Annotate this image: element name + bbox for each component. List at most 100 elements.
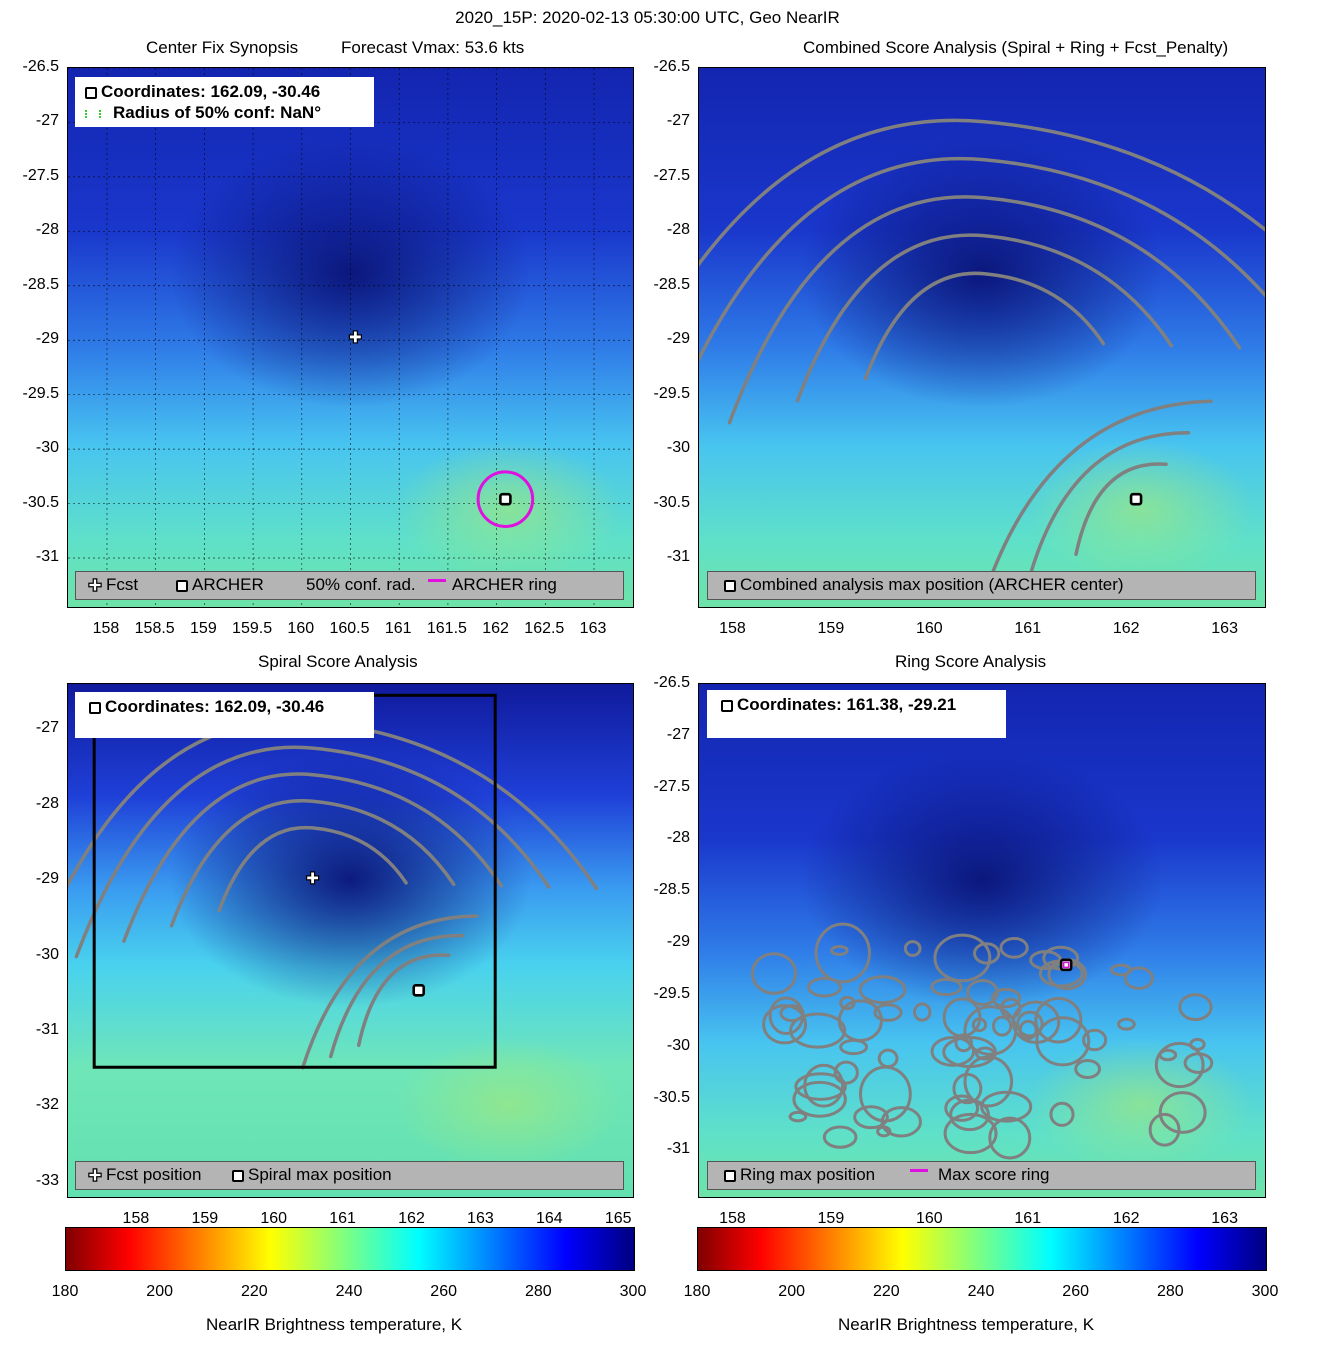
magenta-line-icon (428, 579, 446, 583)
y-tick-label: -30.5 (653, 493, 690, 511)
colorbar-right (697, 1227, 1267, 1271)
colorbar-fill (698, 1228, 1266, 1270)
panel1-radius: Radius of 50% conf: NaN° (113, 103, 321, 122)
colorbar-tick-label: 240 (967, 1283, 995, 1300)
spiral-max-marker (412, 983, 426, 997)
legend-ring-max: Ring max position (740, 1165, 876, 1184)
ring-contour (942, 997, 982, 1038)
ring-contour (803, 1063, 845, 1108)
ring-contour (1034, 996, 1083, 1044)
colorbar-tick-label: 280 (524, 1283, 552, 1300)
ring-contour (877, 1048, 899, 1069)
x-tick-label: 161 (384, 620, 412, 637)
legend-archer: ARCHER (192, 575, 264, 594)
x-tick-label: 160.5 (329, 620, 370, 637)
colorbar-tick-label: 220 (872, 1283, 900, 1300)
y-tick-label: -26.5 (22, 58, 59, 75)
ring-contour (788, 1110, 808, 1123)
y-tick-label: -26.5 (653, 58, 690, 75)
y-tick-label: -28 (35, 221, 59, 239)
ring-contour (912, 1002, 932, 1022)
colorbar-gradient (698, 1228, 1266, 1270)
x-tick-label: 160 (287, 620, 315, 637)
x-tick-label: 161 (1014, 1210, 1042, 1227)
score-contour (984, 399, 1213, 592)
ring-contour (839, 1038, 869, 1056)
ring-contour (988, 1116, 1032, 1160)
x-tick-label: 160 (915, 620, 943, 637)
ring-contour (943, 1112, 998, 1155)
spiral-score-svg (68, 684, 633, 1197)
plus-icon (88, 1168, 102, 1182)
archer-marker (499, 492, 512, 506)
panel3-coordinates: Coordinates: 162.09, -30.46 (105, 697, 325, 716)
ring-contour (792, 1080, 847, 1118)
dashed-green-icon (85, 109, 101, 118)
archer-ring (476, 470, 535, 528)
y-tick-label: -27 (666, 725, 690, 743)
x-tick-label: 160 (260, 1210, 288, 1227)
max-marker (1129, 492, 1143, 506)
colorbar-tick-label: 180 (683, 1283, 711, 1300)
x-tick-label: 164 (535, 1210, 563, 1227)
y-tick-label: -29.5 (22, 384, 59, 402)
x-tick-label: 158.5 (134, 620, 175, 637)
x-tick-label: 163 (579, 620, 607, 637)
legend-archer-ring: ARCHER ring (452, 575, 557, 594)
y-tick-label: -28.5 (653, 881, 690, 899)
legend-fcst: Fcst (106, 575, 139, 594)
ring-contour (990, 987, 1022, 1009)
y-tick-label: -30 (666, 1036, 690, 1054)
x-tick-label: 159.5 (232, 620, 273, 637)
spiral-score-cold-core (169, 750, 532, 1008)
colorbar-tick-label: 260 (1062, 1283, 1090, 1300)
colorbar-tick-label: 220 (240, 1283, 268, 1300)
y-tick-label: -28 (35, 794, 59, 812)
x-tick-label: 161.5 (426, 620, 467, 637)
ring-contour (1074, 1058, 1102, 1079)
ring-contour (839, 995, 856, 1011)
x-tick-label: 162 (1112, 1210, 1140, 1227)
y-tick-label: -28 (666, 221, 690, 239)
y-tick-label: -26.5 (653, 674, 690, 691)
ring-contour (822, 1125, 858, 1149)
center-fix-warm-patch (395, 439, 622, 581)
y-tick-label: -33 (35, 1171, 59, 1189)
colorbar-right-label: NearIR Brightness temperature, K (838, 1315, 1095, 1334)
x-tick-label: 163 (467, 1210, 494, 1227)
x-tick-label: 158 (719, 620, 746, 637)
score-contour (699, 156, 1265, 363)
panel1-title: Center Fix Synopsis (146, 38, 299, 57)
spiral-score-plot (67, 683, 634, 1198)
ring-contour (1016, 1010, 1044, 1038)
score-contour (74, 745, 551, 959)
ring-contour (794, 1072, 847, 1101)
ring-contour (858, 975, 907, 1005)
y-tick-label: -28.5 (653, 275, 690, 293)
ring-contour (1123, 966, 1154, 990)
x-tick-label: 165 (604, 1210, 632, 1227)
ring-square-icon (721, 699, 733, 712)
x-tick-label: 162 (482, 620, 509, 637)
ring-contour (944, 1094, 980, 1122)
square-icon (724, 579, 736, 592)
panel3-title: Spiral Score Analysis (258, 652, 418, 671)
y-tick-label: -30 (35, 439, 59, 457)
ring-contour (949, 1098, 991, 1132)
panel4-legend: Ring max position Max score ring (707, 1161, 1256, 1190)
ring-score-cold-core (800, 750, 1164, 1008)
ring-contour (963, 1055, 1014, 1108)
spiral-square-icon (89, 701, 101, 714)
y-tick-label: -28 (666, 829, 690, 847)
score-contour (863, 271, 1106, 381)
x-tick-label: 159 (190, 620, 217, 637)
legend-combined: Combined analysis max position (ARCHER c… (740, 575, 1124, 594)
x-tick-label: 159 (817, 620, 845, 637)
x-tick-label: 163 (1211, 620, 1238, 637)
ring-contour (942, 1036, 997, 1069)
panel3-legend: Fcst position Spiral max position (75, 1161, 624, 1190)
score-contour (795, 233, 1174, 403)
ring-contour (873, 1003, 903, 1022)
legend-fcst-position: Fcst position (106, 1165, 202, 1184)
panel1-info-box: Coordinates: 162.09, -30.46 Radius of 50… (75, 77, 374, 127)
